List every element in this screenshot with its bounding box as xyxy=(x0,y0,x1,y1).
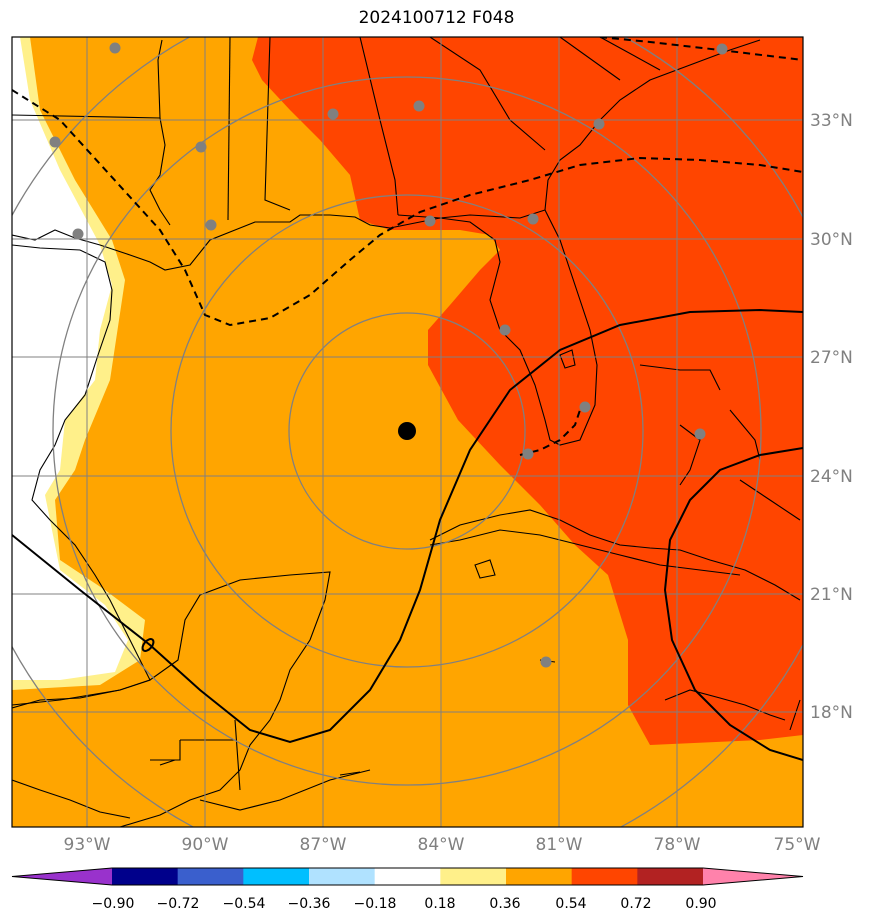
range-rings xyxy=(12,37,803,827)
colorbar-tick-label: 0.54 xyxy=(555,896,586,912)
colorbar-segment xyxy=(571,868,638,885)
lat-tick-label: 21°N xyxy=(810,585,853,605)
lat-tick-labels: 33°N 30°N 27°N 24°N 21°N 18°N xyxy=(810,111,853,723)
station-markers xyxy=(49,42,728,668)
storm-center-marker xyxy=(398,422,416,440)
dashed-contours xyxy=(12,37,803,456)
lat-tick-label: 33°N xyxy=(810,111,853,131)
graticule xyxy=(12,37,803,827)
lon-tick-label: 78°W xyxy=(654,835,701,855)
colorbar-tick-label: 0.72 xyxy=(620,896,651,912)
map-title: 2024100712 F048 xyxy=(358,8,515,28)
lon-tick-label: 93°W xyxy=(64,835,111,855)
colorbar-segment xyxy=(637,868,704,885)
colorbar-labels: −0.90 −0.72 −0.54 −0.36 −0.18 0.18 0.36 … xyxy=(92,896,717,912)
colorbar-tick-label: −0.36 xyxy=(288,896,331,912)
colorbar-segment xyxy=(506,868,573,885)
colorbar-segment xyxy=(309,868,376,885)
colorbar-outline xyxy=(11,867,804,886)
lat-tick-label: 30°N xyxy=(810,230,853,250)
colorbar-segment xyxy=(374,868,441,885)
map-panel xyxy=(12,37,803,827)
colorbar-extend-high xyxy=(703,868,803,885)
colorbar-tick-label: −0.72 xyxy=(157,896,200,912)
colorbar-segment xyxy=(177,868,244,885)
lat-tick-label: 18°N xyxy=(810,703,853,723)
colorbar-segment xyxy=(243,868,310,885)
lon-tick-label: 81°W xyxy=(536,835,583,855)
colorbar-segment xyxy=(112,868,179,885)
colorbar-tick-label: −0.18 xyxy=(354,896,397,912)
colorbar-segment xyxy=(440,868,507,885)
no-data-region xyxy=(12,37,128,680)
colorbar-tick-label: −0.54 xyxy=(223,896,266,912)
lon-tick-labels: 93°W 90°W 87°W 84°W 81°W 78°W 75°W xyxy=(64,835,821,855)
lon-tick-label: 87°W xyxy=(300,835,347,855)
anomaly-field-red xyxy=(252,37,803,745)
lon-tick-label: 90°W xyxy=(182,835,229,855)
lat-tick-label: 24°N xyxy=(810,467,853,487)
lon-tick-label: 84°W xyxy=(418,835,465,855)
solid-contours xyxy=(12,308,803,761)
colorbar xyxy=(11,867,804,886)
colorbar-extend-low xyxy=(12,868,112,885)
colorbar-tick-label: 0.18 xyxy=(424,896,455,912)
colorbar-tick-label: 0.90 xyxy=(685,896,716,912)
colorbar-tick-label: −0.90 xyxy=(92,896,135,912)
coastlines xyxy=(12,37,801,827)
lon-tick-label: 75°W xyxy=(774,835,821,855)
map-frame xyxy=(11,36,804,828)
lat-tick-label: 27°N xyxy=(810,348,853,368)
colorbar-tick-label: 0.36 xyxy=(489,896,520,912)
